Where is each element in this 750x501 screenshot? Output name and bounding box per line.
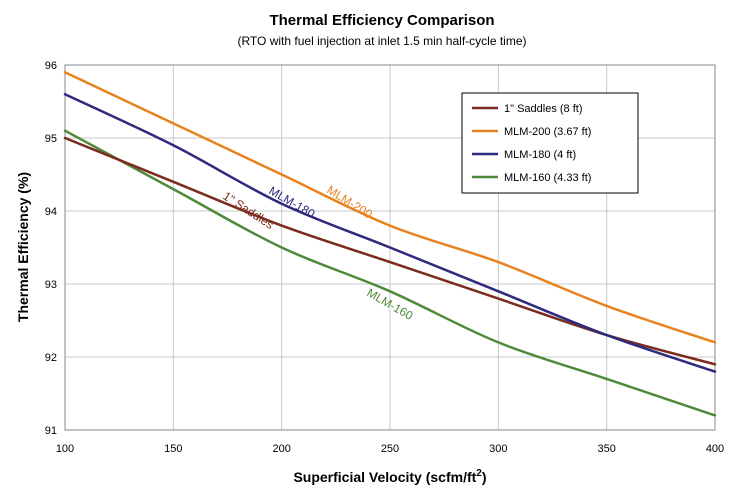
x-tick-label: 400 xyxy=(706,443,724,455)
y-axis-label: Thermal Efficiency (%) xyxy=(15,172,31,322)
series-lines xyxy=(63,71,717,417)
x-axis-label-end: ) xyxy=(482,469,487,485)
x-tick-label: 350 xyxy=(597,443,615,455)
x-tick-label: 150 xyxy=(164,443,182,455)
legend-label: 1" Saddles (8 ft) xyxy=(504,103,583,115)
legend-label: MLM-180 (4 ft) xyxy=(504,149,576,161)
legend: 1" Saddles (8 ft) MLM-200 (3.67 ft) MLM-18… xyxy=(461,92,639,194)
y-tick-label: 92 xyxy=(45,352,57,364)
x-tick-label: 300 xyxy=(489,443,507,455)
y-tick-label: 94 xyxy=(45,206,57,218)
chart-subtitle: (RTO with fuel injection at inlet 1.5 mi… xyxy=(237,34,526,48)
y-tick-label: 93 xyxy=(45,279,57,291)
chart-title: Thermal Efficiency Comparison xyxy=(269,12,494,29)
plot-area-border xyxy=(64,64,716,431)
x-axis-ticks: 100 150 200 250 300 350 400 xyxy=(56,443,724,455)
x-axis-label: Superficial Velocity (scfm/ft2) xyxy=(293,468,486,485)
x-axis-label-main: Superficial Velocity (scfm/ft xyxy=(293,469,476,485)
y-tick-label: 95 xyxy=(45,133,57,145)
series-line xyxy=(63,129,717,417)
x-axis-label-superscript: 2 xyxy=(476,468,482,479)
series-annotation: MLM-200 xyxy=(324,183,375,222)
y-axis-ticks: 91 92 93 94 95 96 xyxy=(45,60,57,437)
series-line xyxy=(63,92,717,373)
x-tick-label: 200 xyxy=(272,443,290,455)
y-tick-label: 96 xyxy=(45,60,57,72)
series-line xyxy=(63,71,717,344)
x-tick-label: 250 xyxy=(381,443,399,455)
y-tick-label: 91 xyxy=(45,425,57,437)
legend-label: MLM-200 (3.67 ft) xyxy=(504,126,591,138)
x-tick-label: 100 xyxy=(56,443,74,455)
legend-label: MLM-160 (4.33 ft) xyxy=(504,172,591,184)
